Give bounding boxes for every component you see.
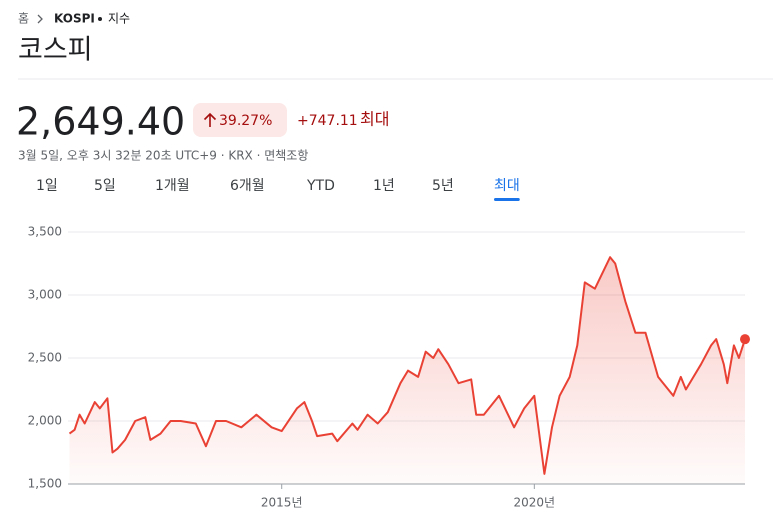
- range-tab[interactable]: 1년: [373, 178, 395, 194]
- x-tick-label: 2020년: [514, 496, 556, 510]
- range-tab[interactable]: 최대: [494, 178, 520, 194]
- period-label: 최대: [360, 110, 389, 129]
- breadcrumb-dot: [98, 17, 102, 21]
- x-tick-label: 2015년: [261, 496, 303, 510]
- area: [69, 257, 745, 484]
- price: 2,649.40: [16, 100, 185, 144]
- change-badge: [193, 103, 287, 137]
- y-tick-label: 2,500: [28, 351, 62, 365]
- page-title: 코스피: [18, 35, 93, 66]
- y-tick-label: 2,000: [28, 414, 62, 428]
- breadcrumb-kind: 지수: [108, 12, 130, 26]
- timestamp: 3월 5일, 오후 3시 32분 20초 UTC+9 · KRX · 면책조항: [18, 148, 308, 163]
- breadcrumb-chevron: [37, 14, 43, 24]
- range-tabs: 1일 5일 1개월 6개월 YTD 1년 5년 최대: [36, 178, 520, 201]
- y-tick-label: 3,000: [28, 288, 62, 302]
- range-tab[interactable]: 5일: [94, 178, 116, 194]
- change-percent: 39.27%: [219, 113, 272, 129]
- range-tab[interactable]: 6개월: [230, 178, 265, 194]
- range-tab[interactable]: YTD: [306, 178, 335, 194]
- y-tick-label: 3,500: [28, 225, 62, 239]
- breadcrumb-symbol: KOSPI: [54, 12, 95, 26]
- last-point: [740, 334, 750, 345]
- change-value: +747.11: [297, 113, 358, 129]
- price-line: [68, 256, 746, 475]
- chart: 1,500 2,000 2,500 3,000 3,500 2015년 2020년: [28, 225, 750, 510]
- y-tick-label: 1,500: [28, 477, 62, 491]
- range-tab[interactable]: 1일: [36, 178, 58, 194]
- range-tab[interactable]: 1개월: [155, 178, 190, 194]
- tab-underline: [494, 198, 520, 201]
- range-tab[interactable]: 5년: [432, 178, 454, 194]
- breadcrumb-home[interactable]: 홈: [18, 12, 29, 26]
- up-arrow: [203, 112, 217, 127]
